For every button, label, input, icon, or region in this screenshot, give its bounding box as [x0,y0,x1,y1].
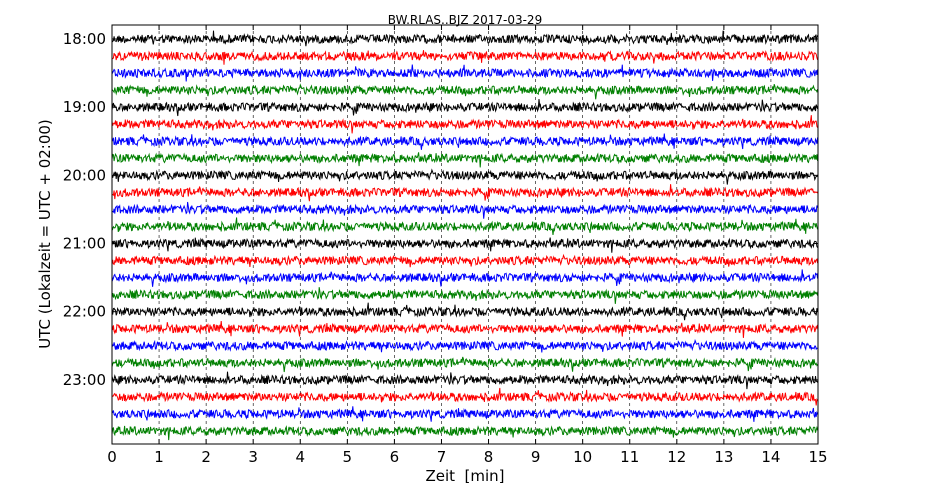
trace-1900 [111,98,819,117]
x-tick-label: 12 [667,448,686,466]
trace-2230 [111,338,818,353]
trace-2315 [111,387,819,406]
y-tick-label: 18:00 [63,30,106,48]
x-tick-label: 11 [620,448,639,466]
trace-2245 [111,356,819,373]
trace-2200 [111,302,819,321]
y-tick-label: 19:00 [63,98,106,116]
trace-1800 [111,30,819,47]
x-tick-label: 3 [248,448,258,466]
trace-1915 [111,115,819,134]
x-tick-label: 0 [107,448,117,466]
x-tick-label: 6 [390,448,400,466]
y-tick-label: 21:00 [63,235,106,253]
chart-title: BW.RLAS..BJZ 2017-03-29 [388,13,542,27]
x-tick-label: 1 [154,448,164,466]
x-axis-label: Zeit [min] [425,467,504,485]
trace-2100 [111,237,819,253]
trace-2015 [111,184,819,202]
x-tick-label: 5 [343,448,353,466]
x-tick-label: 13 [714,448,733,466]
trace-1830 [111,64,819,82]
y-tick-label: 20:00 [63,166,106,184]
trace-2115 [111,253,819,268]
x-tick-label: 14 [761,448,780,466]
y-tick-label: 22:00 [63,303,106,321]
trace-1930 [111,133,819,150]
trace-1945 [111,152,819,168]
trace-2330 [111,406,819,422]
trace-2345 [111,425,819,441]
x-tick-label: 7 [437,448,447,466]
y-tick-label: 23:00 [63,371,106,389]
trace-2215 [111,321,819,338]
trace-1815 [111,49,819,65]
x-tick-label: 9 [531,448,541,466]
trace-2145 [111,287,819,304]
x-tick-label: 8 [484,448,494,466]
trace-2000 [111,168,819,185]
trace-2045 [111,217,819,236]
trace-2130 [111,269,819,287]
y-axis-label: UTC (Lokalzeit = UTC + 02:00) [36,119,54,349]
trace-1845 [111,83,819,100]
trace-2300 [111,371,819,390]
plot-frame [111,24,819,445]
x-tick-label: 10 [573,448,592,466]
trace-2030 [112,201,819,219]
x-tick-label: 15 [808,448,827,466]
x-tick-label: 4 [295,448,305,466]
x-tick-label: 2 [201,448,211,466]
